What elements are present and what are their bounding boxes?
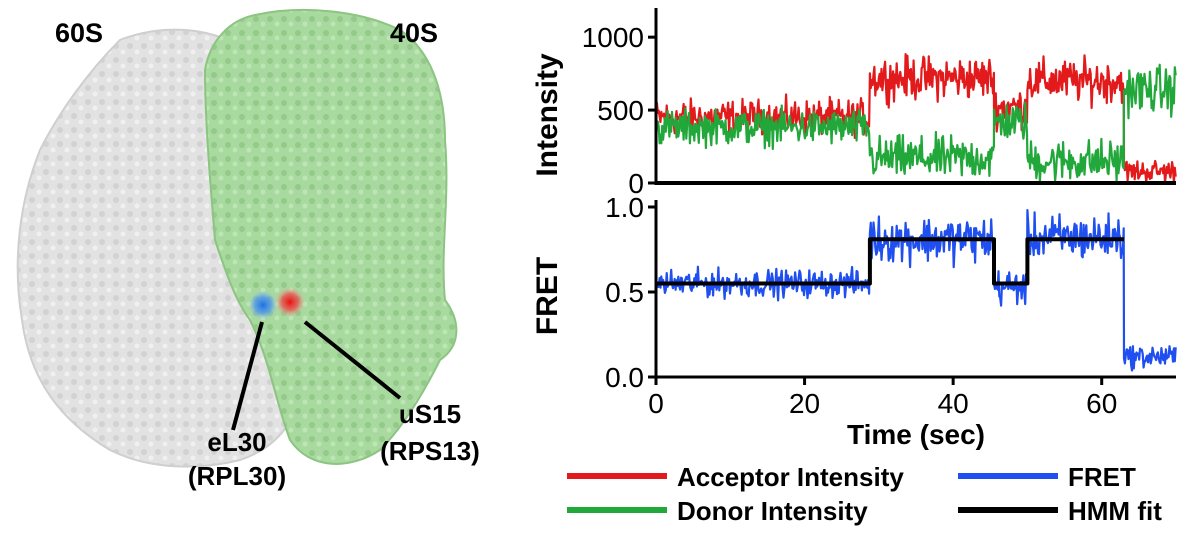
y-tick-label: 1000 — [582, 22, 644, 53]
intensity-chart: 0 500 1000 Intensity — [531, 8, 1177, 199]
donor-pointer-line — [231, 321, 264, 431]
y-tick-label: 0.0 — [605, 362, 644, 393]
series-line-donor-intensity — [654, 63, 1177, 183]
donor-site-sublabel: (RPL30) — [188, 461, 286, 491]
fret-chart: 0.0 0.5 1.0 0 20 40 60 FRET Time (sec) — [531, 192, 1177, 450]
donor-site-label: eL30 — [207, 427, 266, 457]
acceptor-site-sublabel: (RPS13) — [380, 436, 480, 466]
label-60s: 60S — [55, 18, 103, 48]
legend: Acceptor Intensity Donor Intensity FRET … — [567, 462, 1162, 526]
y-tick-label: 0 — [628, 168, 644, 199]
legend-label-fret: FRET — [1068, 462, 1136, 492]
fret-series — [654, 209, 1177, 372]
fret-y-ticks: 0.0 0.5 1.0 — [605, 192, 656, 393]
acceptor-pointer-line — [303, 320, 402, 400]
intensity-y-ticks: 0 500 1000 — [582, 22, 656, 199]
acceptor-site-marker — [275, 287, 305, 317]
series-line-fret — [654, 209, 1177, 372]
series-line-acceptor-intensity — [654, 52, 1177, 185]
intensity-series — [654, 52, 1177, 185]
x-tick-label: 20 — [789, 388, 820, 419]
fret-y-axis-label: FRET — [531, 257, 564, 335]
y-tick-label: 500 — [597, 95, 644, 126]
x-tick-label: 40 — [938, 388, 969, 419]
legend-label-donor: Donor Intensity — [677, 496, 868, 526]
legend-label-acceptor: Acceptor Intensity — [677, 462, 904, 492]
time-x-axis-label: Time (sec) — [847, 419, 985, 450]
legend-label-hmm: HMM fit — [1068, 496, 1162, 526]
y-tick-label: 1.0 — [605, 192, 644, 223]
ribosome-structure — [16, 9, 458, 468]
series-line-hmm-fit — [656, 237, 1124, 286]
small-subunit-40s — [203, 9, 458, 465]
x-tick-label: 0 — [648, 388, 664, 419]
x-tick-label: 60 — [1086, 388, 1117, 419]
intensity-y-axis-label: Intensity — [531, 53, 564, 177]
acceptor-site-label: uS15 — [399, 399, 461, 429]
y-tick-label: 0.5 — [605, 277, 644, 308]
fret-x-ticks: 0 20 40 60 — [648, 377, 1117, 419]
label-40s: 40S — [390, 18, 438, 48]
donor-site-marker — [248, 290, 278, 320]
